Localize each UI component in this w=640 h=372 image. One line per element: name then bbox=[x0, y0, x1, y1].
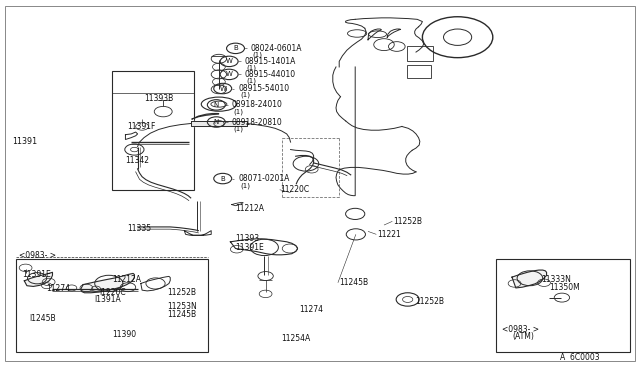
Text: 11391E: 11391E bbox=[22, 270, 51, 279]
Polygon shape bbox=[24, 272, 52, 286]
Text: N: N bbox=[214, 119, 219, 125]
Text: 11391: 11391 bbox=[12, 137, 37, 146]
Text: 11390: 11390 bbox=[112, 330, 136, 339]
Bar bbox=[112, 71, 194, 190]
Text: 11350M: 11350M bbox=[549, 283, 580, 292]
Text: (1): (1) bbox=[253, 52, 263, 58]
Text: 11252B: 11252B bbox=[168, 288, 196, 296]
Text: 08915-44010: 08915-44010 bbox=[244, 70, 296, 79]
Text: 11252B: 11252B bbox=[394, 217, 422, 226]
Text: 08024-0601A: 08024-0601A bbox=[251, 44, 302, 53]
Text: 11253N: 11253N bbox=[168, 302, 197, 311]
Text: (ATM): (ATM) bbox=[512, 332, 534, 341]
Text: 11254A: 11254A bbox=[282, 334, 311, 343]
Text: 11212A: 11212A bbox=[236, 204, 264, 213]
Bar bbox=[407, 65, 431, 78]
Text: 11391F: 11391F bbox=[127, 122, 155, 131]
Polygon shape bbox=[512, 270, 547, 288]
Text: W: W bbox=[220, 86, 226, 92]
Text: 11333N: 11333N bbox=[541, 275, 571, 284]
Text: 11274: 11274 bbox=[46, 284, 70, 293]
Text: 08918-20810: 08918-20810 bbox=[232, 118, 282, 126]
Text: W: W bbox=[226, 58, 232, 64]
Text: (1): (1) bbox=[246, 65, 257, 71]
Text: 11342: 11342 bbox=[125, 156, 150, 165]
Text: W: W bbox=[226, 71, 232, 77]
Text: 08071-0201A: 08071-0201A bbox=[238, 174, 289, 183]
Text: 11221: 11221 bbox=[378, 230, 401, 239]
Text: <0983- >: <0983- > bbox=[19, 251, 56, 260]
Bar bbox=[496, 259, 630, 352]
Text: 11212A: 11212A bbox=[112, 275, 141, 283]
Polygon shape bbox=[191, 121, 247, 126]
Text: 11393: 11393 bbox=[236, 234, 260, 243]
Text: 08915-54010: 08915-54010 bbox=[238, 84, 289, 93]
Text: N: N bbox=[214, 102, 219, 108]
Text: l1391A: l1391A bbox=[95, 295, 122, 304]
Text: l1245B: l1245B bbox=[29, 314, 56, 323]
Text: B: B bbox=[233, 45, 238, 51]
Text: 11335: 11335 bbox=[127, 224, 151, 233]
Text: 11245B: 11245B bbox=[339, 278, 369, 287]
Text: 11393B: 11393B bbox=[144, 94, 173, 103]
Text: A  6C0003: A 6C0003 bbox=[560, 353, 600, 362]
Text: l1220C: l1220C bbox=[99, 288, 126, 296]
Text: 11220C: 11220C bbox=[280, 185, 310, 194]
Text: (1): (1) bbox=[246, 78, 257, 84]
Text: 11391E: 11391E bbox=[236, 243, 264, 252]
Text: (1): (1) bbox=[234, 125, 244, 132]
Text: 11274: 11274 bbox=[300, 305, 324, 314]
Text: (1): (1) bbox=[240, 182, 250, 189]
Text: (1): (1) bbox=[234, 108, 244, 115]
Text: <0983- >: <0983- > bbox=[502, 325, 540, 334]
Text: 11245B: 11245B bbox=[168, 310, 197, 319]
Text: B: B bbox=[220, 176, 225, 182]
Polygon shape bbox=[81, 273, 134, 293]
Text: 08915-1401A: 08915-1401A bbox=[244, 57, 296, 66]
Text: 11252B: 11252B bbox=[415, 297, 444, 306]
Text: (1): (1) bbox=[240, 92, 250, 99]
Text: 08918-24010: 08918-24010 bbox=[232, 100, 282, 109]
Bar bbox=[16, 259, 208, 352]
Polygon shape bbox=[192, 113, 219, 119]
Bar bbox=[407, 46, 433, 61]
